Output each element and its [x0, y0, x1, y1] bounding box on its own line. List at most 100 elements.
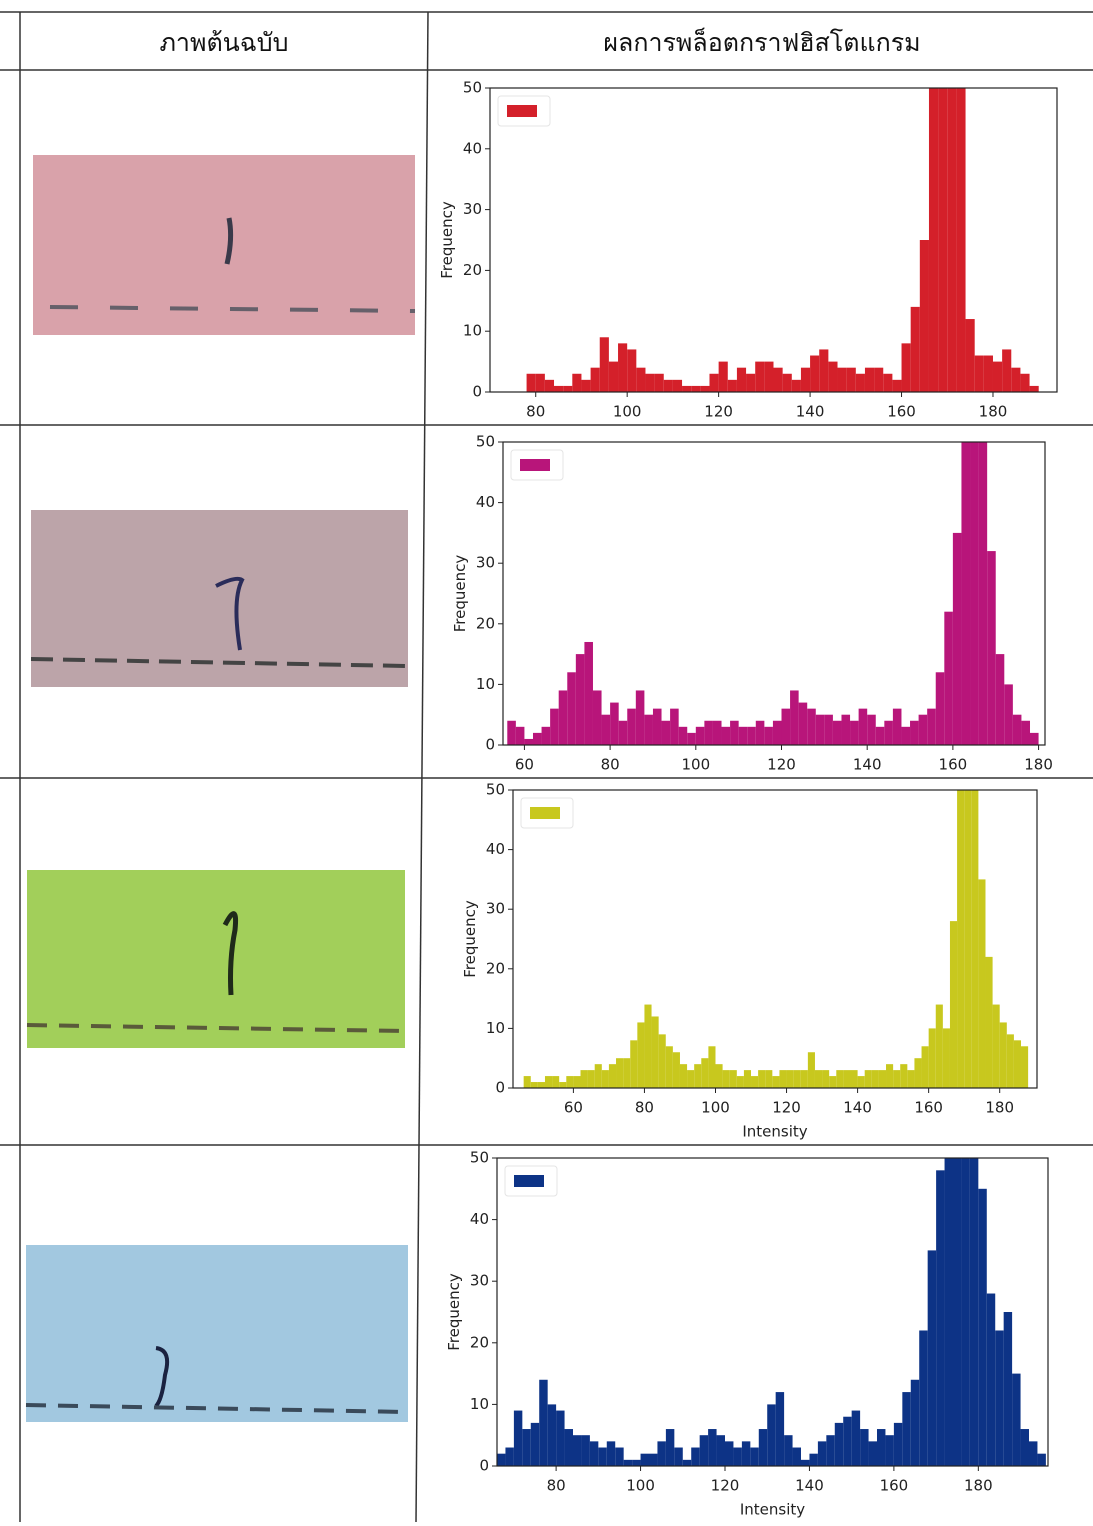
- bar: [708, 1429, 717, 1466]
- bar: [910, 720, 919, 745]
- bar: [829, 1076, 837, 1088]
- bar: [694, 1064, 702, 1088]
- bar: [782, 373, 792, 392]
- bar: [864, 367, 875, 392]
- paper: [27, 870, 405, 1048]
- bar: [834, 1422, 844, 1466]
- bar: [781, 708, 791, 745]
- y-axis-label: Frequency: [451, 555, 469, 633]
- bar: [679, 1064, 688, 1088]
- x-axis-label: Intensity: [740, 1501, 805, 1519]
- bar: [665, 1429, 675, 1466]
- bar: [627, 708, 636, 745]
- bar: [507, 720, 516, 745]
- bar: [773, 367, 783, 392]
- y-tick-label: 50: [463, 79, 482, 97]
- bar: [832, 720, 842, 745]
- x-tick-label: 140: [853, 756, 882, 774]
- bar: [738, 726, 748, 745]
- bar: [566, 1076, 574, 1088]
- bar: [751, 1076, 759, 1088]
- bar: [947, 88, 957, 392]
- bar: [729, 1070, 737, 1088]
- bar: [790, 690, 799, 745]
- bar: [837, 367, 847, 392]
- y-tick-label: 50: [486, 781, 505, 799]
- bar: [581, 379, 591, 392]
- bar: [765, 1070, 773, 1088]
- bar: [964, 790, 972, 1088]
- bar: [855, 373, 865, 392]
- bar: [1020, 373, 1030, 392]
- bar: [727, 379, 737, 392]
- bar: [665, 1046, 673, 1088]
- bar: [843, 1070, 851, 1088]
- bars: [523, 790, 1029, 1088]
- bar: [649, 1453, 658, 1466]
- bar: [978, 442, 988, 745]
- bar: [919, 1330, 928, 1466]
- bar: [541, 726, 551, 745]
- bar: [674, 1447, 683, 1466]
- bar: [779, 1070, 787, 1088]
- bar: [801, 1459, 810, 1466]
- bar: [1006, 1034, 1014, 1088]
- bar: [623, 1459, 633, 1466]
- x-tick-label: 140: [795, 1477, 824, 1495]
- bar: [935, 672, 945, 745]
- bar: [712, 720, 722, 745]
- x-tick-label: 60: [564, 1099, 583, 1117]
- y-tick-label: 10: [463, 322, 482, 340]
- bars: [526, 88, 1039, 392]
- bar: [971, 790, 979, 1088]
- bar: [961, 1158, 970, 1466]
- y-tick-label: 30: [486, 900, 505, 918]
- bar: [564, 1429, 573, 1466]
- bar: [791, 379, 801, 392]
- x-tick-label: 180: [1024, 756, 1053, 774]
- bar: [928, 1028, 936, 1088]
- bar: [623, 1058, 631, 1088]
- bar: [552, 1076, 560, 1088]
- bar: [736, 1076, 744, 1088]
- bar: [786, 1070, 794, 1088]
- bar: [716, 1435, 725, 1466]
- column-header: ผลการพล็อตกราฟฮิสโตแกรม: [603, 27, 920, 57]
- bar: [608, 361, 619, 392]
- bar: [860, 1429, 869, 1466]
- photo: [26, 870, 406, 1048]
- handwriting: [224, 217, 234, 265]
- bar: [978, 1188, 987, 1466]
- bar: [772, 720, 782, 745]
- x-tick-label: 100: [613, 403, 642, 421]
- bar: [919, 240, 929, 392]
- bar: [587, 1070, 595, 1088]
- bar: [986, 1293, 996, 1466]
- bar: [640, 1453, 649, 1466]
- bar: [590, 367, 600, 392]
- bar: [708, 1046, 716, 1088]
- legend-swatch: [507, 105, 537, 117]
- bar: [537, 1082, 545, 1088]
- bar: [798, 702, 808, 745]
- bar: [635, 690, 645, 745]
- bar: [746, 373, 756, 392]
- bar: [800, 367, 811, 392]
- bar: [942, 1028, 950, 1088]
- bar: [965, 319, 975, 392]
- y-tick-label: 10: [470, 1395, 489, 1413]
- bar: [928, 88, 939, 392]
- x-tick-label: 140: [843, 1099, 872, 1117]
- bar: [992, 1004, 1000, 1088]
- bar: [563, 385, 573, 392]
- bar: [999, 1022, 1007, 1088]
- bar: [1011, 367, 1021, 392]
- chart: 0 10 20 30 40 50 80 100 120 140 160 180 Frequency: [438, 79, 1058, 421]
- bar: [974, 355, 984, 392]
- bar: [601, 1070, 609, 1088]
- bar: [1012, 1373, 1021, 1466]
- bar: [914, 1058, 922, 1088]
- x-tick-label: 120: [704, 403, 733, 421]
- bar: [695, 726, 705, 745]
